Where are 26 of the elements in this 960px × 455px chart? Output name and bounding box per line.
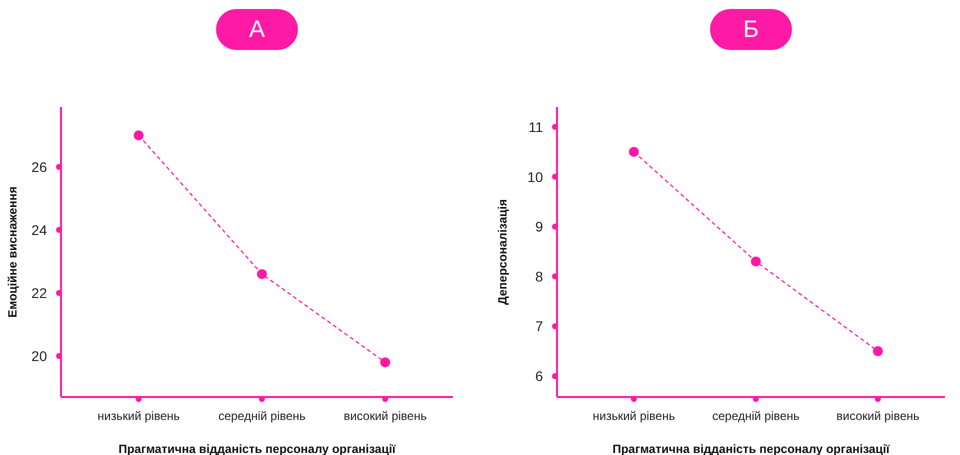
point (628, 146, 639, 157)
y-tick-label: 10 (527, 168, 544, 185)
x-tick-label: низький рівень (592, 409, 675, 423)
point (380, 357, 390, 368)
x-tick-label: середній рівень (218, 409, 306, 423)
x-tick-label: низький рівень (98, 409, 180, 423)
y-tick-label: 9 (535, 218, 544, 235)
y-tick-label: 26 (31, 158, 48, 175)
x-tick-label: високий рівень (344, 409, 427, 423)
x-tick-label: середній рівень (712, 409, 800, 423)
point (872, 346, 883, 356)
y-tick-label: 20 (31, 348, 48, 364)
point (256, 269, 267, 280)
y-tick-label: 6 (535, 368, 544, 384)
y-tick-label: 11 (528, 118, 544, 135)
y-tick-label: 22 (31, 284, 48, 301)
y-tick-label: 7 (535, 318, 544, 334)
y-tick-label: 8 (535, 268, 544, 284)
chart-title: А (216, 9, 298, 50)
x-tick-label: високий рівень (836, 409, 920, 423)
point (134, 130, 144, 140)
y-axis-title: Деперсоналізація (495, 199, 510, 305)
chart-title: Б (710, 9, 792, 50)
point (750, 256, 761, 266)
y-axis-title: Емоційне виснаження (5, 186, 20, 318)
y-tick-label: 24 (31, 222, 48, 238)
